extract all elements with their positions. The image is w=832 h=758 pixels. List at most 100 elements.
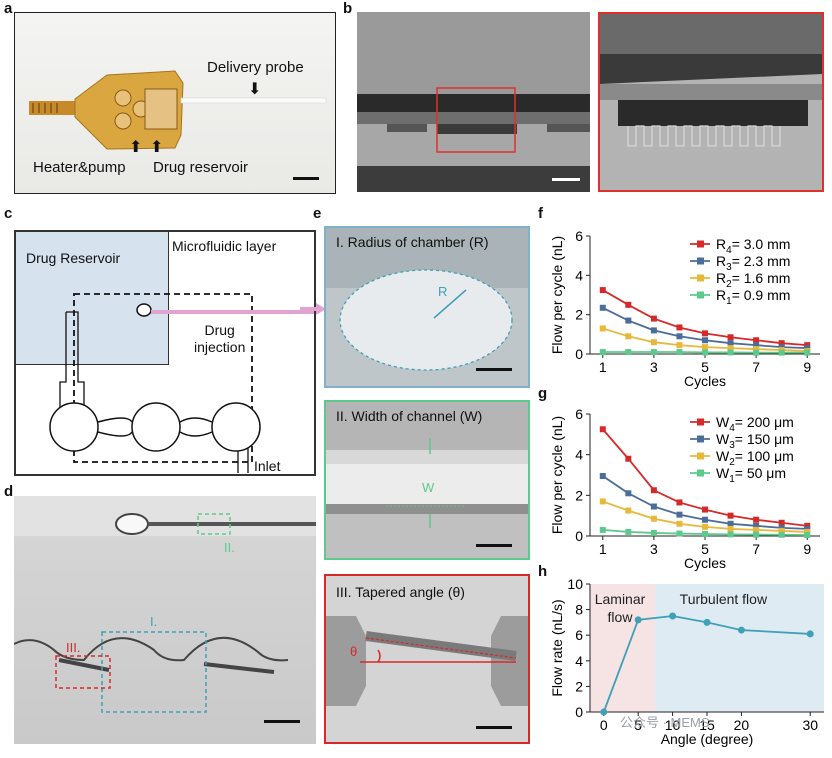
data-point [778,527,785,534]
y-tick-label: 4 [575,447,583,463]
x-tick-label: 7 [752,541,760,557]
data-point [753,531,760,538]
data-point [702,523,708,530]
data-point [727,525,734,532]
data-point [778,531,785,538]
data-point [702,344,708,351]
data-point [753,337,760,344]
microfluidic-channels [49,293,314,473]
data-point [625,455,632,462]
data-point [650,529,657,536]
data-point [650,487,657,494]
x-tick-label: 5 [701,541,709,557]
chart-h: Laminar flow Turbulent flow 0 2 4 6 8 10 0 5 10 15 20… [549,576,824,747]
data-point [599,325,606,332]
panel-label-d: d [4,483,14,500]
y-tick-label: 4 [575,653,583,669]
x-tick-label: 5 [701,359,709,375]
r-label: R [438,284,448,299]
channel-image [326,402,528,547]
data-point [625,333,632,340]
region-bg [590,584,656,712]
data-point [753,346,760,353]
legend-marker [697,418,704,426]
data-point [702,516,708,523]
data-point [650,327,657,334]
x-tick-label: 9 [803,541,811,557]
data-point [676,511,683,518]
data-point [599,498,606,505]
data-point [625,317,632,324]
data-point [727,334,734,341]
data-point [676,530,683,537]
chart-g: 0 2 4 6 1 3 5 7 9 Cycles Flow per cycle (nL) W4= 20… [549,406,820,571]
data-point [778,524,785,531]
y-tick-label: 6 [575,627,583,643]
data-point [727,345,734,352]
data-point [702,506,708,513]
delivery-probe-label: Delivery probe [207,59,304,76]
x-tick-label: 5 [634,717,642,733]
legend-marker [697,257,704,265]
data-point [676,324,683,331]
x-tick-label: 9 [803,359,811,375]
inlet-text: Inlet [254,458,281,474]
data-point [634,616,642,624]
panel-label-b: b [343,0,353,17]
x-axis-title: Cycles [684,373,726,389]
y-tick-label: 6 [575,228,583,244]
y-axis-title: Flow rate (nL/s) [549,599,565,696]
y-tick-label: 4 [575,267,583,283]
region-label: Turbulent flow [680,591,768,607]
data-point [625,507,632,514]
data-point [753,526,760,533]
data-point [753,522,760,529]
panel-a-photo: Delivery probe ⬇ ⬆ ⬆ Heater&pump Drug re… [14,12,336,194]
data-point [599,526,606,533]
panel-e-channel: II. Width of channel (W) W [324,400,530,560]
data-point [599,426,606,433]
legend-label: R1= 0.9 mm [716,287,790,307]
data-point [676,499,683,506]
title-III: III. Tapered angle (θ) [336,584,465,600]
region-bg [655,584,824,712]
data-point [625,490,632,497]
data-point [727,531,734,538]
legend-marker [697,291,704,299]
panel-label-h: h [538,563,548,580]
x-tick-label: 7 [752,359,760,375]
heater-pump-label: Heater&pump [33,159,126,176]
data-point [600,708,608,716]
sem-overview [357,12,590,192]
legend-label: R2= 1.6 mm [716,270,790,290]
title-II: II. Width of channel (W) [336,408,483,424]
x-tick-label: 3 [650,541,658,557]
drug-reservoir-text: Drug Reservoir [26,250,121,266]
panel-e-taper: III. Tapered angle (θ) θ [324,574,530,744]
data-point [804,525,811,532]
microfluidic-layer-text: Microfluidic layer [172,238,277,254]
w-label: W [422,480,435,495]
arrow-up-icon: ⬆ [150,139,164,156]
legend-label: R3= 2.3 mm [716,253,790,273]
panel-label-c: c [4,205,13,222]
data-point [806,630,814,638]
data-point [702,337,708,344]
data-point [703,618,711,626]
legend-label: W4= 200 μm [716,414,794,434]
data-point [753,516,760,523]
device-illustration [29,70,327,150]
x-axis-title: Cycles [684,555,726,571]
drug-reservoir-label: Drug reservoir [153,159,249,176]
legend-label: W3= 150 μm [716,431,794,451]
data-point [676,342,683,349]
data-point [669,612,677,620]
y-tick-label: 8 [575,602,583,618]
data-point [599,349,606,356]
y-tick-label: 2 [575,678,583,694]
data-point [737,626,745,634]
data-point [753,349,760,356]
data-point [804,528,811,535]
x-tick-label: 30 [802,717,818,733]
data-point [625,301,632,308]
